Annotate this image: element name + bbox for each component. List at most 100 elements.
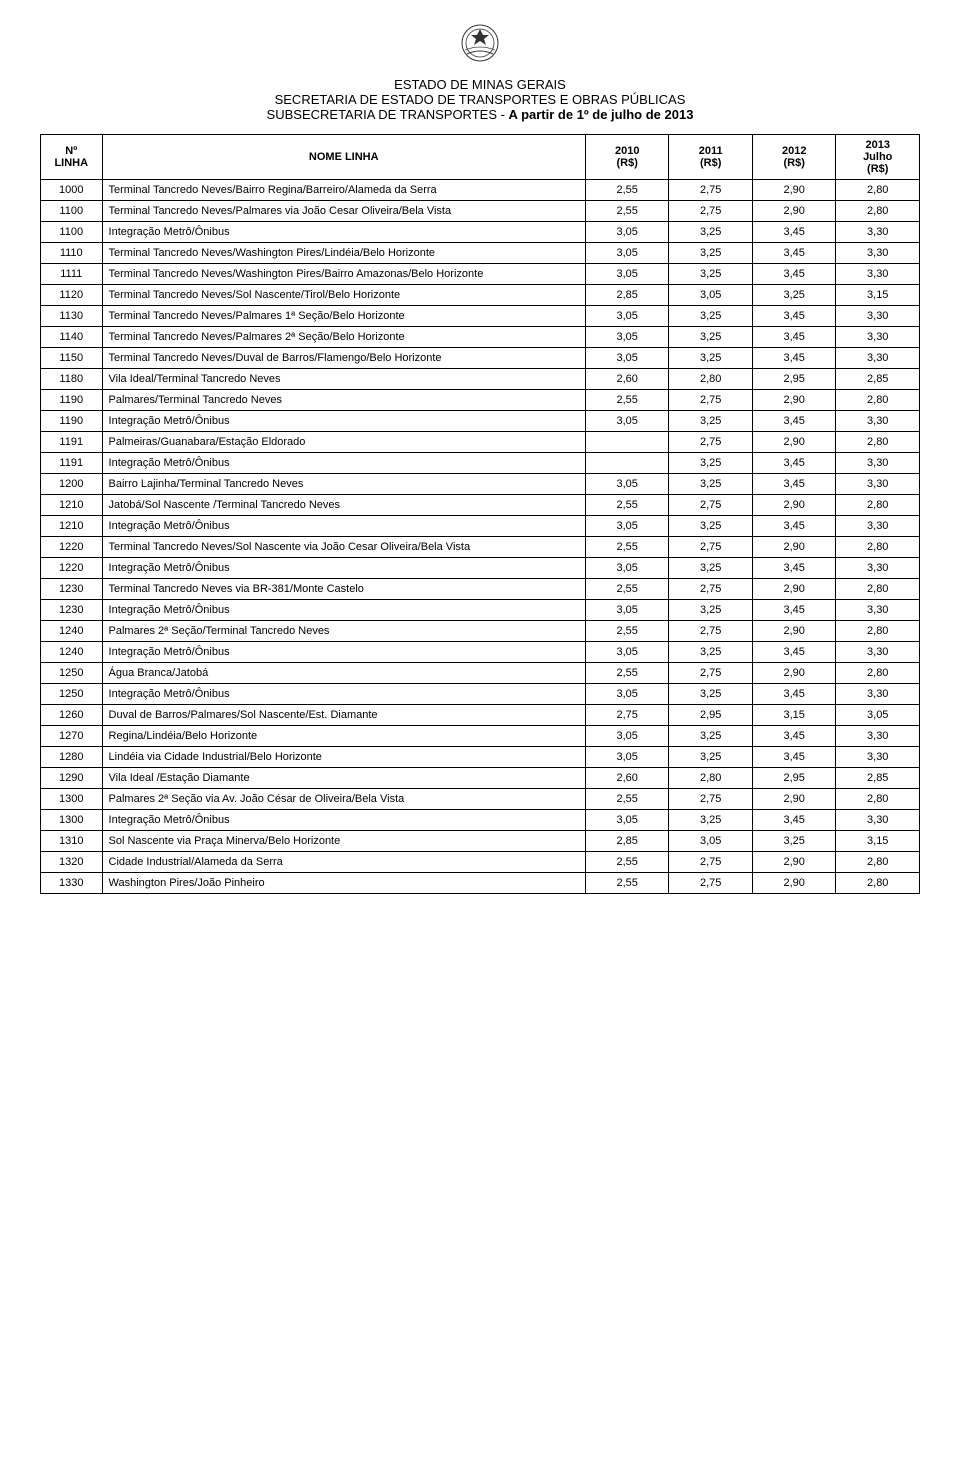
- cell-fare-2013: 3,30: [836, 222, 920, 243]
- cell-line-number: 1140: [41, 327, 103, 348]
- cell-line-number: 1250: [41, 663, 103, 684]
- table-row: 1111Terminal Tancredo Neves/Washington P…: [41, 264, 920, 285]
- cell-fare-2011: 3,25: [669, 348, 753, 369]
- cell-fare-2012: 3,45: [752, 726, 836, 747]
- col-header-2013-l1: 2013: [865, 139, 889, 151]
- cell-fare-2013: 3,15: [836, 285, 920, 306]
- cell-fare-2013: 2,80: [836, 180, 920, 201]
- table-row: 1300Palmares 2ª Seção via Av. João César…: [41, 789, 920, 810]
- cell-fare-2012: 3,45: [752, 516, 836, 537]
- cell-line-number: 1260: [41, 705, 103, 726]
- cell-fare-2012: 2,90: [752, 390, 836, 411]
- cell-line-number: 1290: [41, 768, 103, 789]
- table-row: 1100Terminal Tancredo Neves/Palmares via…: [41, 201, 920, 222]
- table-row: 1230Integração Metrô/Ônibus3,053,253,453…: [41, 600, 920, 621]
- cell-fare-2012: 3,25: [752, 285, 836, 306]
- cell-fare-2013: 3,30: [836, 810, 920, 831]
- col-header-num-l1: Nº: [65, 145, 77, 157]
- cell-fare-2011: 2,75: [669, 621, 753, 642]
- cell-line-number: 1100: [41, 222, 103, 243]
- cell-fare-2012: 3,15: [752, 705, 836, 726]
- cell-fare-2011: 3,25: [669, 243, 753, 264]
- cell-fare-2012: 3,45: [752, 642, 836, 663]
- cell-line-name: Terminal Tancredo Neves/Washington Pires…: [102, 264, 585, 285]
- cell-fare-2010: 3,05: [585, 222, 669, 243]
- cell-line-number: 1191: [41, 432, 103, 453]
- col-header-2013-l2: Julho: [863, 151, 892, 163]
- cell-fare-2012: 3,45: [752, 558, 836, 579]
- table-row: 1240Integração Metrô/Ônibus3,053,253,453…: [41, 642, 920, 663]
- col-header-num-l2: LINHA: [54, 157, 88, 169]
- cell-fare-2010: 3,05: [585, 642, 669, 663]
- cell-fare-2010: 2,60: [585, 768, 669, 789]
- cell-fare-2012: 2,90: [752, 663, 836, 684]
- cell-fare-2013: 3,30: [836, 306, 920, 327]
- col-header-2010-unit: (R$): [617, 157, 638, 169]
- table-row: 1130Terminal Tancredo Neves/Palmares 1ª …: [41, 306, 920, 327]
- cell-fare-2013: 2,80: [836, 432, 920, 453]
- cell-line-name: Palmares/Terminal Tancredo Neves: [102, 390, 585, 411]
- cell-fare-2010: 3,05: [585, 810, 669, 831]
- cell-line-number: 1280: [41, 747, 103, 768]
- table-row: 1120Terminal Tancredo Neves/Sol Nascente…: [41, 285, 920, 306]
- cell-fare-2012: 3,45: [752, 600, 836, 621]
- cell-fare-2012: 2,90: [752, 789, 836, 810]
- header-line-1: ESTADO DE MINAS GERAIS: [40, 77, 920, 92]
- cell-fare-2011: 2,75: [669, 579, 753, 600]
- cell-fare-2011: 2,75: [669, 432, 753, 453]
- cell-fare-2013: 3,30: [836, 453, 920, 474]
- table-row: 1191Palmeiras/Guanabara/Estação Eldorado…: [41, 432, 920, 453]
- cell-fare-2012: 2,90: [752, 579, 836, 600]
- cell-fare-2010: [585, 432, 669, 453]
- state-emblem-icon: [457, 20, 503, 66]
- cell-line-number: 1250: [41, 684, 103, 705]
- cell-fare-2013: 3,30: [836, 327, 920, 348]
- cell-line-number: 1220: [41, 537, 103, 558]
- cell-fare-2010: 2,85: [585, 831, 669, 852]
- cell-fare-2010: 2,55: [585, 663, 669, 684]
- cell-fare-2013: 3,30: [836, 726, 920, 747]
- cell-line-number: 1190: [41, 390, 103, 411]
- cell-line-number: 1210: [41, 495, 103, 516]
- cell-fare-2012: 2,90: [752, 180, 836, 201]
- cell-fare-2010: 2,55: [585, 180, 669, 201]
- table-row: 1190Palmares/Terminal Tancredo Neves2,55…: [41, 390, 920, 411]
- cell-fare-2013: 2,80: [836, 537, 920, 558]
- fare-table: Nº LINHA NOME LINHA 2010 (R$) 2011 (R$) …: [40, 134, 920, 894]
- cell-line-name: Integração Metrô/Ônibus: [102, 411, 585, 432]
- cell-fare-2012: 3,45: [752, 747, 836, 768]
- cell-fare-2013: 3,30: [836, 747, 920, 768]
- cell-line-name: Integração Metrô/Ônibus: [102, 516, 585, 537]
- cell-fare-2010: 3,05: [585, 348, 669, 369]
- cell-fare-2011: 3,25: [669, 684, 753, 705]
- cell-line-name: Duval de Barros/Palmares/Sol Nascente/Es…: [102, 705, 585, 726]
- cell-fare-2012: 3,45: [752, 411, 836, 432]
- table-row: 1330Washington Pires/João Pinheiro2,552,…: [41, 873, 920, 894]
- cell-fare-2010: 2,55: [585, 621, 669, 642]
- cell-line-name: Terminal Tancredo Neves/Sol Nascente/Tir…: [102, 285, 585, 306]
- col-header-name: NOME LINHA: [102, 135, 585, 180]
- cell-fare-2011: 2,75: [669, 873, 753, 894]
- cell-fare-2010: 2,85: [585, 285, 669, 306]
- cell-line-number: 1190: [41, 411, 103, 432]
- table-header-row: Nº LINHA NOME LINHA 2010 (R$) 2011 (R$) …: [41, 135, 920, 180]
- header-line-3: SUBSECRETARIA DE TRANSPORTES - A partir …: [40, 107, 920, 122]
- cell-fare-2013: 2,80: [836, 579, 920, 600]
- cell-fare-2012: 3,45: [752, 264, 836, 285]
- table-row: 1100Integração Metrô/Ônibus3,053,253,453…: [41, 222, 920, 243]
- col-header-2012-year: 2012: [782, 145, 806, 157]
- cell-line-name: Palmares 2ª Seção via Av. João César de …: [102, 789, 585, 810]
- cell-fare-2011: 2,95: [669, 705, 753, 726]
- cell-line-name: Integração Metrô/Ônibus: [102, 810, 585, 831]
- cell-fare-2012: 2,95: [752, 369, 836, 390]
- table-row: 1190Integração Metrô/Ônibus3,053,253,453…: [41, 411, 920, 432]
- table-row: 1191Integração Metrô/Ônibus3,253,453,30: [41, 453, 920, 474]
- cell-line-number: 1180: [41, 369, 103, 390]
- cell-fare-2011: 2,75: [669, 390, 753, 411]
- cell-line-name: Integração Metrô/Ônibus: [102, 222, 585, 243]
- table-row: 1200Bairro Lajinha/Terminal Tancredo Nev…: [41, 474, 920, 495]
- cell-line-name: Integração Metrô/Ônibus: [102, 684, 585, 705]
- table-row: 1110Terminal Tancredo Neves/Washington P…: [41, 243, 920, 264]
- cell-line-name: Terminal Tancredo Neves/Palmares via Joã…: [102, 201, 585, 222]
- cell-line-name: Terminal Tancredo Neves/Bairro Regina/Ba…: [102, 180, 585, 201]
